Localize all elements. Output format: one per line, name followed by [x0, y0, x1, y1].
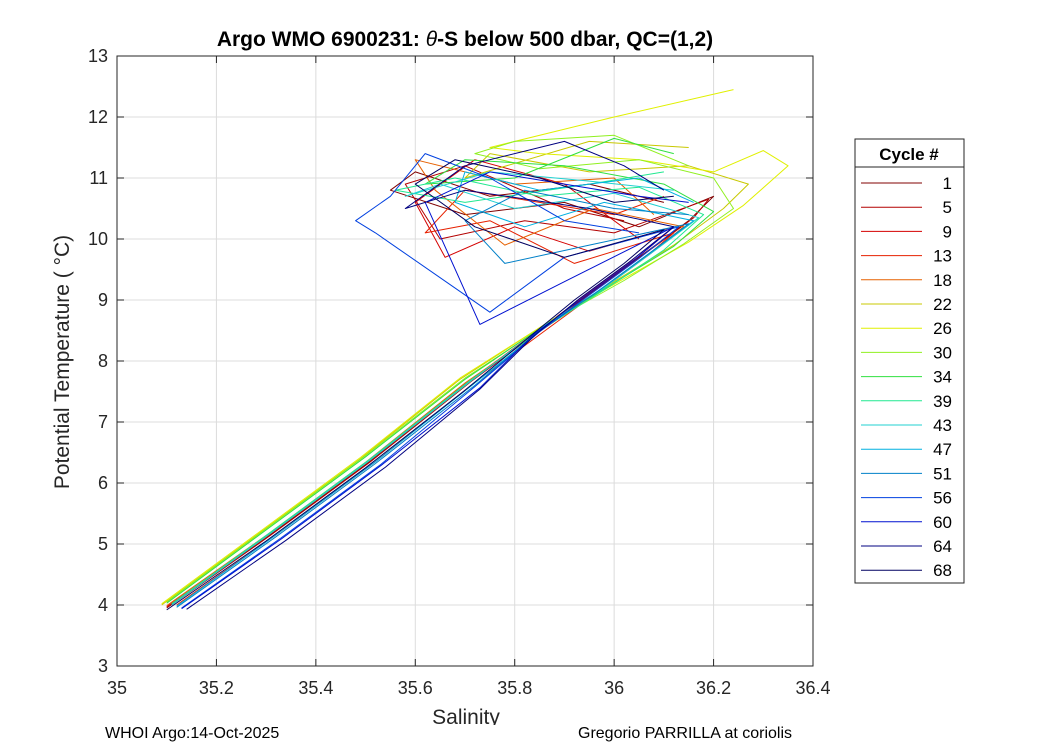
legend-box	[854, 138, 965, 584]
y-tick-label: 7	[98, 412, 108, 432]
legend: Cycle # 1 5 9 13 18 22 26 30 34 39 43 47 51 56 60 64 68	[854, 138, 965, 584]
footer-credit-right: Gregorio PARRILLA at coriolis	[578, 725, 793, 742]
legend-label-cycle-64: 64	[933, 537, 952, 556]
legend-label-cycle-47: 47	[933, 440, 952, 459]
legend-label-cycle-30: 30	[933, 343, 952, 362]
series-line-cycle-26	[161, 89, 789, 605]
legend-items: 1 5 9 13 18 22 26 30 34 39 43 47 51 56 60 64 68	[861, 174, 952, 580]
chart-title: Argo WMO 6900231: θ-S below 500 dbar, QC…	[217, 28, 713, 51]
x-tick-label: 36.4	[795, 678, 830, 698]
y-tick-label: 11	[89, 168, 108, 188]
legend-label-cycle-9: 9	[943, 222, 952, 241]
series-line-cycle-51	[176, 189, 690, 608]
legend-label-cycle-51: 51	[933, 464, 952, 483]
legend-label-cycle-5: 5	[943, 198, 952, 217]
series-line-cycle-34	[166, 137, 715, 604]
legend-label-cycle-34: 34	[933, 368, 952, 387]
x-tick-label: 35	[107, 678, 127, 698]
legend-label-cycle-22: 22	[933, 295, 952, 314]
legend-label-cycle-13: 13	[933, 247, 952, 266]
legend-label-cycle-39: 39	[933, 392, 952, 411]
theta-s-chart: 35 35.2 35.4 35.6 35.8 36 36.2 36.4 34567891011…	[51, 28, 965, 725]
y-tick-label: 10	[88, 229, 108, 249]
y-tick-labels: 3 4 5 6 7 8 9 10 11 12 13	[88, 46, 108, 676]
legend-title: Cycle #	[879, 145, 939, 164]
x-tick-label: 35.6	[398, 678, 433, 698]
series-line-cycle-47	[176, 171, 695, 607]
series-layer	[161, 89, 789, 611]
series-line-cycle-43	[171, 171, 700, 606]
legend-label-cycle-18: 18	[933, 271, 952, 290]
y-tick-label: 3	[98, 656, 108, 676]
y-tick-label: 8	[98, 351, 108, 371]
legend-label-cycle-26: 26	[933, 319, 952, 338]
series-line-cycle-39	[171, 171, 705, 605]
x-tick-label: 36	[604, 678, 624, 698]
y-tick-label: 9	[98, 290, 108, 310]
series-line-cycle-22	[161, 140, 749, 606]
legend-label-cycle-68: 68	[933, 561, 952, 580]
x-axis-label: Salinity	[432, 706, 500, 725]
series-line-cycle-64	[186, 140, 675, 610]
legend-label-cycle-56: 56	[933, 489, 952, 508]
y-tick-label: 6	[98, 473, 108, 493]
x-tick-labels: 35 35.2 35.4 35.6 35.8 36 36.2 36.4	[107, 678, 831, 698]
y-tick-label: 4	[98, 595, 108, 615]
x-tick-label: 35.8	[497, 678, 532, 698]
y-axis-label: Potential Temperature ( °C)	[51, 235, 74, 489]
series-line-cycle-30	[166, 134, 734, 603]
x-tick-label: 35.2	[199, 678, 234, 698]
x-tick-label: 36.2	[696, 678, 731, 698]
footer-credit-left: WHOI Argo:14-Oct-2025	[105, 725, 280, 742]
legend-label-cycle-43: 43	[933, 416, 952, 435]
y-tick-label: 12	[88, 107, 108, 127]
x-tick-label: 35.4	[298, 678, 333, 698]
y-tick-label: 5	[98, 534, 108, 554]
series-line-cycle-68	[166, 159, 674, 611]
ticks	[116, 55, 814, 667]
legend-label-cycle-60: 60	[933, 513, 952, 532]
series-line-cycle-5	[171, 165, 710, 606]
legend-label-cycle-1: 1	[943, 174, 952, 193]
y-tick-label: 13	[88, 46, 108, 66]
